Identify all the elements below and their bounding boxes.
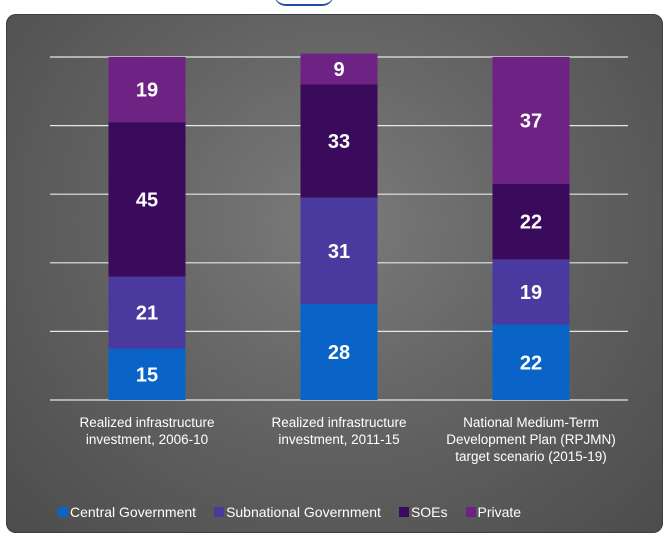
legend: Central Government Subnational Government… <box>58 502 521 522</box>
legend-item: Subnational Government <box>214 504 381 520</box>
data-label: 21 <box>136 303 158 325</box>
bar-segment-private <box>492 57 570 184</box>
legend-swatch <box>214 507 225 517</box>
bar-segment-soes <box>492 183 570 260</box>
bar-segment-subnational-government <box>108 276 186 349</box>
bar-segment-soes <box>108 122 186 277</box>
bar-segment-subnational-government <box>300 197 378 304</box>
legend-label: Subnational Government <box>226 504 381 520</box>
legend-item: Central Government <box>58 504 196 520</box>
bar-segment-central-government <box>108 348 186 400</box>
bar-segment-central-government <box>492 324 570 400</box>
legend-label: Central Government <box>70 504 197 520</box>
legend-swatch <box>58 507 68 517</box>
bar-segment-private <box>108 57 186 123</box>
data-label: 22 <box>520 212 542 234</box>
category-label: Realized infrastructure investment, 2011-… <box>271 415 406 447</box>
legend-swatch <box>398 507 409 517</box>
data-label: 45 <box>136 189 158 211</box>
data-label: 37 <box>520 110 542 132</box>
data-label: 9 <box>333 59 344 81</box>
legend-label: SOEs <box>410 504 448 520</box>
category-label: National Medium-Term Development Plan (RP… <box>446 415 616 464</box>
data-label: 28 <box>328 342 350 364</box>
bar-segment-central-government <box>300 303 378 400</box>
data-label: 31 <box>328 241 350 263</box>
data-label: 19 <box>136 80 158 102</box>
category-label: Realized infrastructure investment, 2006-… <box>79 415 214 447</box>
data-label: 33 <box>328 131 350 153</box>
top-accent <box>6 0 663 14</box>
legend-swatch <box>465 507 476 517</box>
bar-segment-subnational-government <box>492 259 570 325</box>
data-label: 22 <box>520 352 542 374</box>
data-label: 19 <box>520 282 542 304</box>
legend-item: Private <box>465 504 522 520</box>
bar-segment-private <box>300 53 378 85</box>
legend-label: Private <box>477 504 522 520</box>
data-label: 15 <box>136 364 158 386</box>
bar-segment-soes <box>300 84 378 198</box>
legend-item: SOEs <box>398 504 448 520</box>
